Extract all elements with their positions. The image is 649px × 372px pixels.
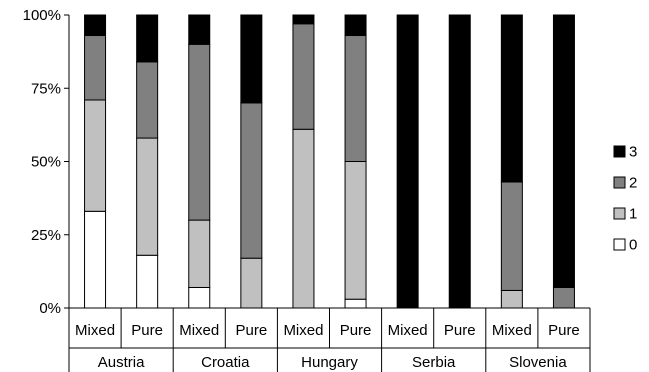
bar-segment-serbia-pure-level-3 bbox=[448, 14, 471, 309]
subcategory-label: Mixed bbox=[179, 322, 219, 339]
y-tick-label: 100% bbox=[23, 7, 61, 24]
bar-segment-slovenia-mixed-level-3 bbox=[500, 14, 523, 183]
bar-segment-croatia-mixed-level-0 bbox=[188, 286, 211, 309]
bar-segment-croatia-pure-level-3 bbox=[240, 14, 263, 104]
bar-segment-slovenia-mixed-level-1 bbox=[500, 289, 523, 309]
subcategory-label: Pure bbox=[236, 322, 268, 339]
bar-segment-slovenia-mixed-level-2 bbox=[500, 181, 523, 291]
bar-segment-slovenia-pure-level-2 bbox=[552, 286, 575, 309]
bar-segment-hungary-mixed-level-2 bbox=[292, 23, 315, 130]
bar-segment-austria-pure-level-1 bbox=[136, 137, 159, 256]
group-label: Austria bbox=[98, 354, 145, 371]
subcategory-label: Pure bbox=[131, 322, 163, 339]
bar-segment-austria-mixed-level-2 bbox=[84, 35, 107, 101]
bar-segment-hungary-mixed-level-3 bbox=[292, 14, 315, 25]
bar-segment-slovenia-pure-level-3 bbox=[552, 14, 575, 288]
subcategory-label: Pure bbox=[340, 322, 372, 339]
subcategory-label: Pure bbox=[548, 322, 580, 339]
legend-swatch bbox=[613, 207, 626, 220]
group-label: Croatia bbox=[201, 354, 250, 371]
y-tick-label: 25% bbox=[31, 227, 61, 244]
subcategory-label: Mixed bbox=[388, 322, 428, 339]
bars-layer bbox=[84, 14, 575, 309]
bar-segment-austria-mixed-level-0 bbox=[84, 210, 107, 309]
bar-segment-serbia-mixed-level-3 bbox=[396, 14, 419, 309]
axes-layer: 0% 25% 50% 75% 100% Mixed Pure Mixed Pure Mixed Pu… bbox=[23, 7, 591, 372]
y-tick-label: 50% bbox=[31, 154, 61, 171]
bar-segment-croatia-mixed-level-2 bbox=[188, 43, 211, 221]
bar-segment-croatia-pure-level-1 bbox=[240, 257, 263, 309]
bar-segment-austria-pure-level-3 bbox=[136, 14, 159, 63]
bar-segment-hungary-pure-level-1 bbox=[344, 161, 367, 300]
bar-segment-hungary-pure-level-3 bbox=[344, 14, 367, 37]
bar-segment-croatia-mixed-level-3 bbox=[188, 14, 211, 45]
group-label: Slovenia bbox=[509, 354, 567, 371]
y-tick-label: 0% bbox=[39, 300, 61, 317]
legend-swatch bbox=[613, 145, 626, 158]
subcategory-label: Mixed bbox=[75, 322, 115, 339]
subcategory-label: Pure bbox=[444, 322, 476, 339]
legend-swatch bbox=[613, 176, 626, 189]
bar-segment-hungary-pure-level-0 bbox=[344, 298, 367, 309]
bar-segment-hungary-pure-level-2 bbox=[344, 35, 367, 162]
legend-swatch bbox=[613, 238, 626, 251]
legend-label: 2 bbox=[629, 175, 637, 192]
legend: 3 2 1 0 bbox=[613, 144, 637, 254]
bar-segment-croatia-pure-level-2 bbox=[240, 102, 263, 259]
bar-segment-austria-mixed-level-1 bbox=[84, 99, 107, 212]
bar-segment-austria-pure-level-2 bbox=[136, 61, 159, 139]
subcategory-label: Mixed bbox=[492, 322, 532, 339]
group-label: Serbia bbox=[412, 354, 456, 371]
bar-segment-austria-pure-level-0 bbox=[136, 254, 159, 309]
bar-segment-croatia-mixed-level-1 bbox=[188, 219, 211, 288]
bar-segment-hungary-mixed-level-1 bbox=[292, 128, 315, 309]
legend-label: 3 bbox=[629, 144, 637, 161]
group-label: Hungary bbox=[301, 354, 358, 371]
bar-segment-austria-mixed-level-3 bbox=[84, 14, 107, 37]
subcategory-label: Mixed bbox=[283, 322, 323, 339]
legend-label: 0 bbox=[629, 237, 637, 254]
y-tick-label: 75% bbox=[31, 80, 61, 97]
legend-label: 1 bbox=[629, 206, 637, 223]
